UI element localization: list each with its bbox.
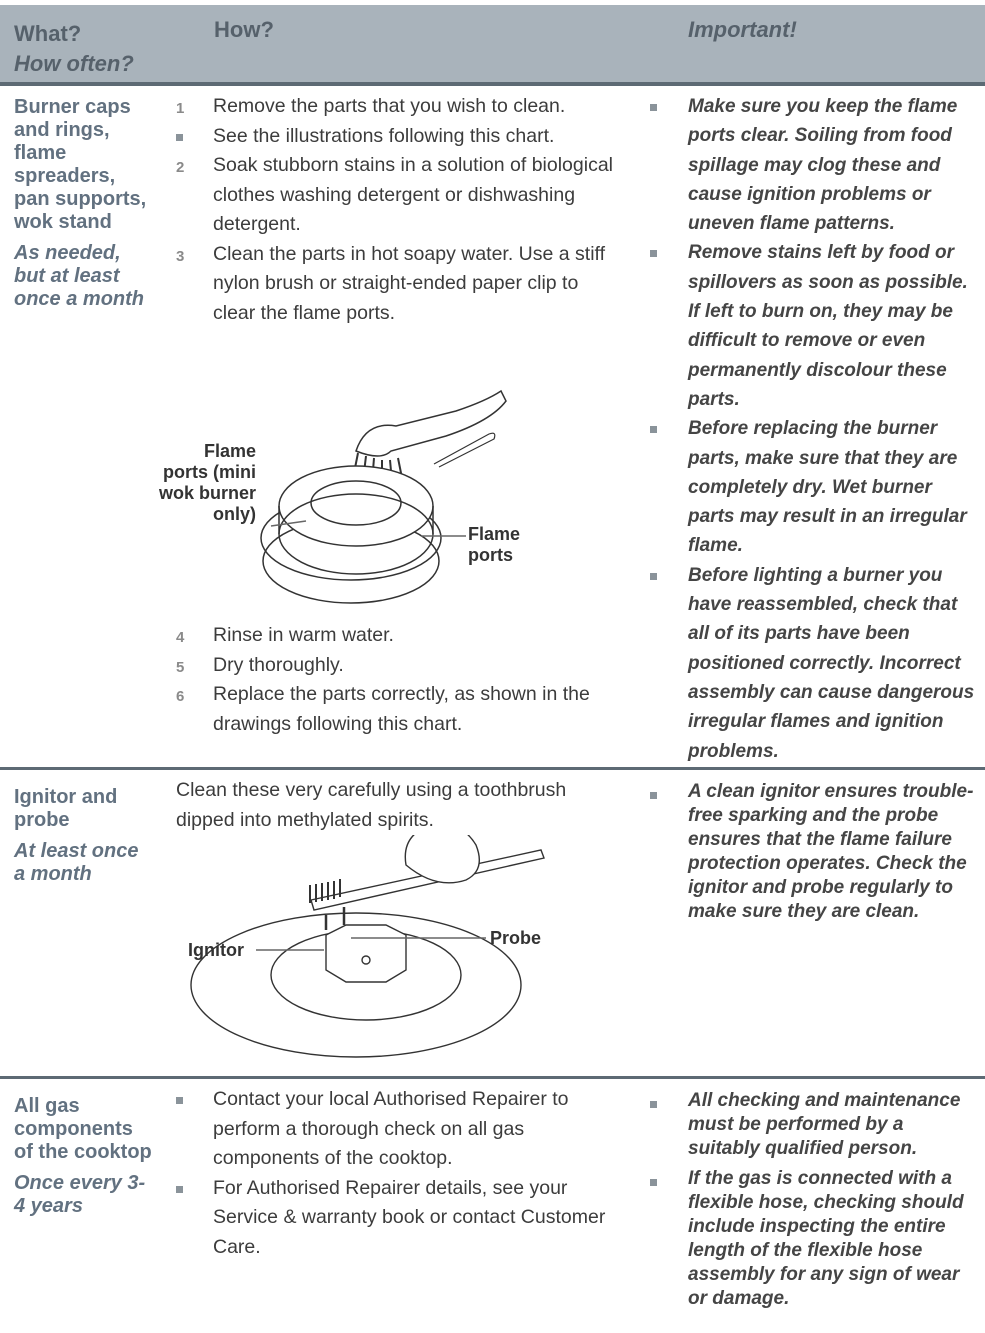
step-text: Soak stubborn stains in a solution of bi… (213, 154, 613, 235)
important-cell: All checking and maintenance must be per… (650, 1089, 980, 1311)
step-text: Dry thoroughly. (213, 653, 344, 676)
what-cell: All gas components of the cooktop Once e… (14, 1095, 154, 1218)
step: 4 Rinse in warm water. (176, 621, 621, 651)
header-important: Important! (688, 17, 797, 42)
how-text: Clean these very carefully using a tooth… (176, 779, 567, 831)
step-text: Clean the parts in hot soapy water. Use … (213, 242, 606, 324)
frequency: As needed, but at least once a month (14, 242, 145, 310)
header-what-text: What? (14, 21, 82, 46)
step-number: 6 (176, 688, 185, 705)
important-cell: A clean ignitor ensures trouble-free spa… (650, 780, 980, 924)
important-note: All checking and maintenance must be per… (650, 1089, 980, 1161)
header-how: How? (214, 17, 274, 42)
step-number: 4 (176, 629, 185, 646)
step-text: Replace the parts correctly, as shown in… (213, 683, 590, 735)
step: 2 Soak stubborn stains in a solution of b… (176, 151, 621, 240)
what-cell: Ignitor and probe At least once a month (14, 786, 154, 886)
step: See the illustrations following this cha… (176, 122, 621, 152)
table-row: Ignitor and probe At least once a month … (0, 767, 985, 1079)
step: 1 Remove the parts that you wish to clean… (176, 92, 621, 122)
important-note: If the gas is connected with a flexible … (650, 1167, 980, 1311)
table-header: What? How often? How? Important! (0, 5, 985, 85)
step-text: See the illustrations following this cha… (213, 124, 555, 147)
item-name: Ignitor and probe (14, 786, 118, 831)
header-how-often: How often? (14, 51, 134, 76)
step-number: 3 (176, 247, 185, 265)
important-note: Before lighting a burner you have reasse… (650, 561, 980, 766)
item-name: Burner caps and rings, flame spreaders, … (14, 96, 147, 233)
figure-label: Ignitor (188, 940, 244, 960)
table-row: Burner caps and rings, flame spreaders, … (0, 83, 985, 770)
important-note: Make sure you keep the flame ports clear… (650, 92, 980, 238)
important-note: Before replacing the burner parts, make … (650, 414, 980, 560)
important-note: Remove stains left by food or spillovers… (650, 238, 980, 414)
burner-illustration: Flame ports (mini wok burner only) Flame… (159, 356, 621, 621)
how-cell: Clean these very carefully using a tooth… (176, 776, 621, 1065)
step-number: 5 (176, 658, 185, 676)
step-number: 2 (176, 159, 185, 176)
ignitor-illustration: Ignitor Probe (176, 835, 621, 1065)
step-text: Rinse in warm water. (213, 624, 394, 646)
step: 5 Dry thoroughly. (176, 651, 621, 681)
figure-label: Probe (490, 928, 542, 948)
figure-label: Flame ports (mini wok burner only) (158, 441, 256, 524)
step-number: 1 (176, 100, 185, 117)
figure-label: Flame ports (468, 524, 521, 565)
how-cell: Contact your local Authorised Repairer t… (176, 1085, 621, 1262)
ignitor-drawing (190, 835, 545, 1058)
what-cell: Burner caps and rings, flame spreaders, … (14, 96, 154, 311)
frequency: Once every 3-4 years (14, 1172, 146, 1217)
important-note: A clean ignitor ensures trouble-free spa… (650, 780, 980, 924)
table-row: All gas components of the cooktop Once e… (0, 1076, 985, 1333)
header-what: What? How often? (14, 19, 134, 79)
step: 3 Clean the parts in hot soapy water. Use… (176, 240, 621, 329)
burner-drawing (260, 389, 507, 604)
frequency: At least once a month (14, 840, 139, 885)
how-bullet: Contact your local Authorised Repairer t… (176, 1085, 621, 1174)
how-bullet: For Authorised Repairer details, see you… (176, 1174, 621, 1263)
item-name: All gas components of the cooktop (14, 1095, 152, 1163)
important-cell: Make sure you keep the flame ports clear… (650, 92, 980, 766)
how-cell: 1 Remove the parts that you wish to clean… (159, 92, 621, 739)
step: 6 Replace the parts correctly, as shown i… (176, 680, 621, 739)
step-text: Remove the parts that you wish to clean. (213, 95, 566, 117)
